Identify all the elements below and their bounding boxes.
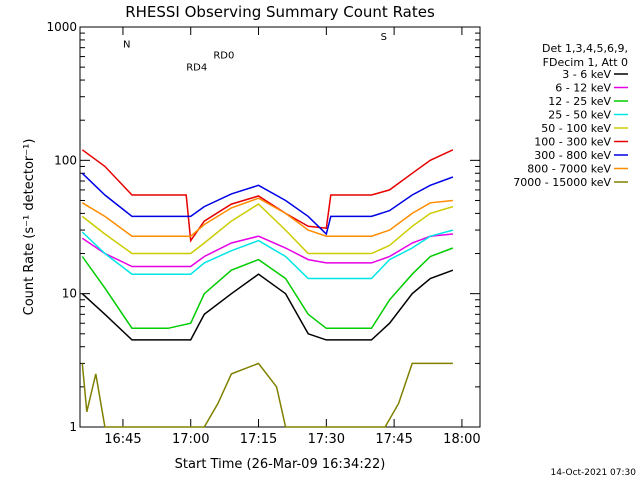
plot-frame (79, 26, 481, 428)
legend-label: 7000 - 15000 keV (513, 176, 611, 189)
series-line (81, 203, 454, 255)
y-tick-label: 1 (69, 420, 77, 434)
series-line (81, 149, 454, 243)
legend-label: 50 - 100 keV (541, 122, 611, 135)
chart-title: RHESSI Observing Summary Count Rates (125, 3, 435, 21)
annotation-label: N (123, 40, 130, 51)
legend-label: 6 - 12 keV (555, 82, 611, 95)
annotation-label: S (381, 32, 387, 43)
series-layer (81, 149, 454, 428)
legend-label: 300 - 800 keV (534, 149, 611, 162)
footer-timestamp: 14-Oct-2021 07:30 (551, 468, 637, 478)
annotation-label: RD4 (186, 63, 207, 74)
legend-label: 25 - 50 keV (548, 109, 611, 122)
annotation-label: RD0 (213, 51, 234, 62)
legend-label: 100 - 300 keV (534, 136, 611, 149)
y-axis-label: Count Rate (s⁻¹ detector⁻¹) (22, 139, 37, 316)
annotation-layer: N RD0 RD4 S (123, 32, 387, 74)
series-line (81, 172, 454, 236)
series-line (81, 197, 453, 237)
y-tick-label: 1000 (46, 20, 77, 34)
series-line (81, 229, 454, 280)
x-axis-label: Start Time (26-Mar-09 16:34:22) (175, 457, 386, 472)
tick-layer: 16:45 17:00 17:15 17:30 17:45 18:00 1 10 100 1000 (46, 20, 480, 447)
series-line (81, 233, 453, 268)
x-tick-label: 16:45 (104, 432, 141, 447)
x-tick-label: 18:00 (443, 432, 480, 447)
x-tick-label: 17:00 (172, 432, 209, 447)
series-line (81, 269, 454, 341)
legend-label: 3 - 6 keV (562, 68, 611, 81)
series-line (81, 362, 453, 428)
x-tick-label: 17:30 (308, 432, 345, 447)
legend-title-line-1: Det 1,3,4,5,6,9, (542, 42, 628, 55)
legend-label: 12 - 25 keV (548, 95, 611, 108)
legend-label: 800 - 7000 keV (527, 163, 611, 176)
legend-title-line-2: FDecim 1, Att 0 (543, 56, 628, 69)
y-tick-label: 100 (54, 153, 77, 167)
x-tick-label: 17:15 (240, 432, 277, 447)
y-tick-label: 10 (62, 287, 77, 301)
series-line (81, 247, 454, 330)
x-tick-label: 17:45 (375, 432, 412, 447)
